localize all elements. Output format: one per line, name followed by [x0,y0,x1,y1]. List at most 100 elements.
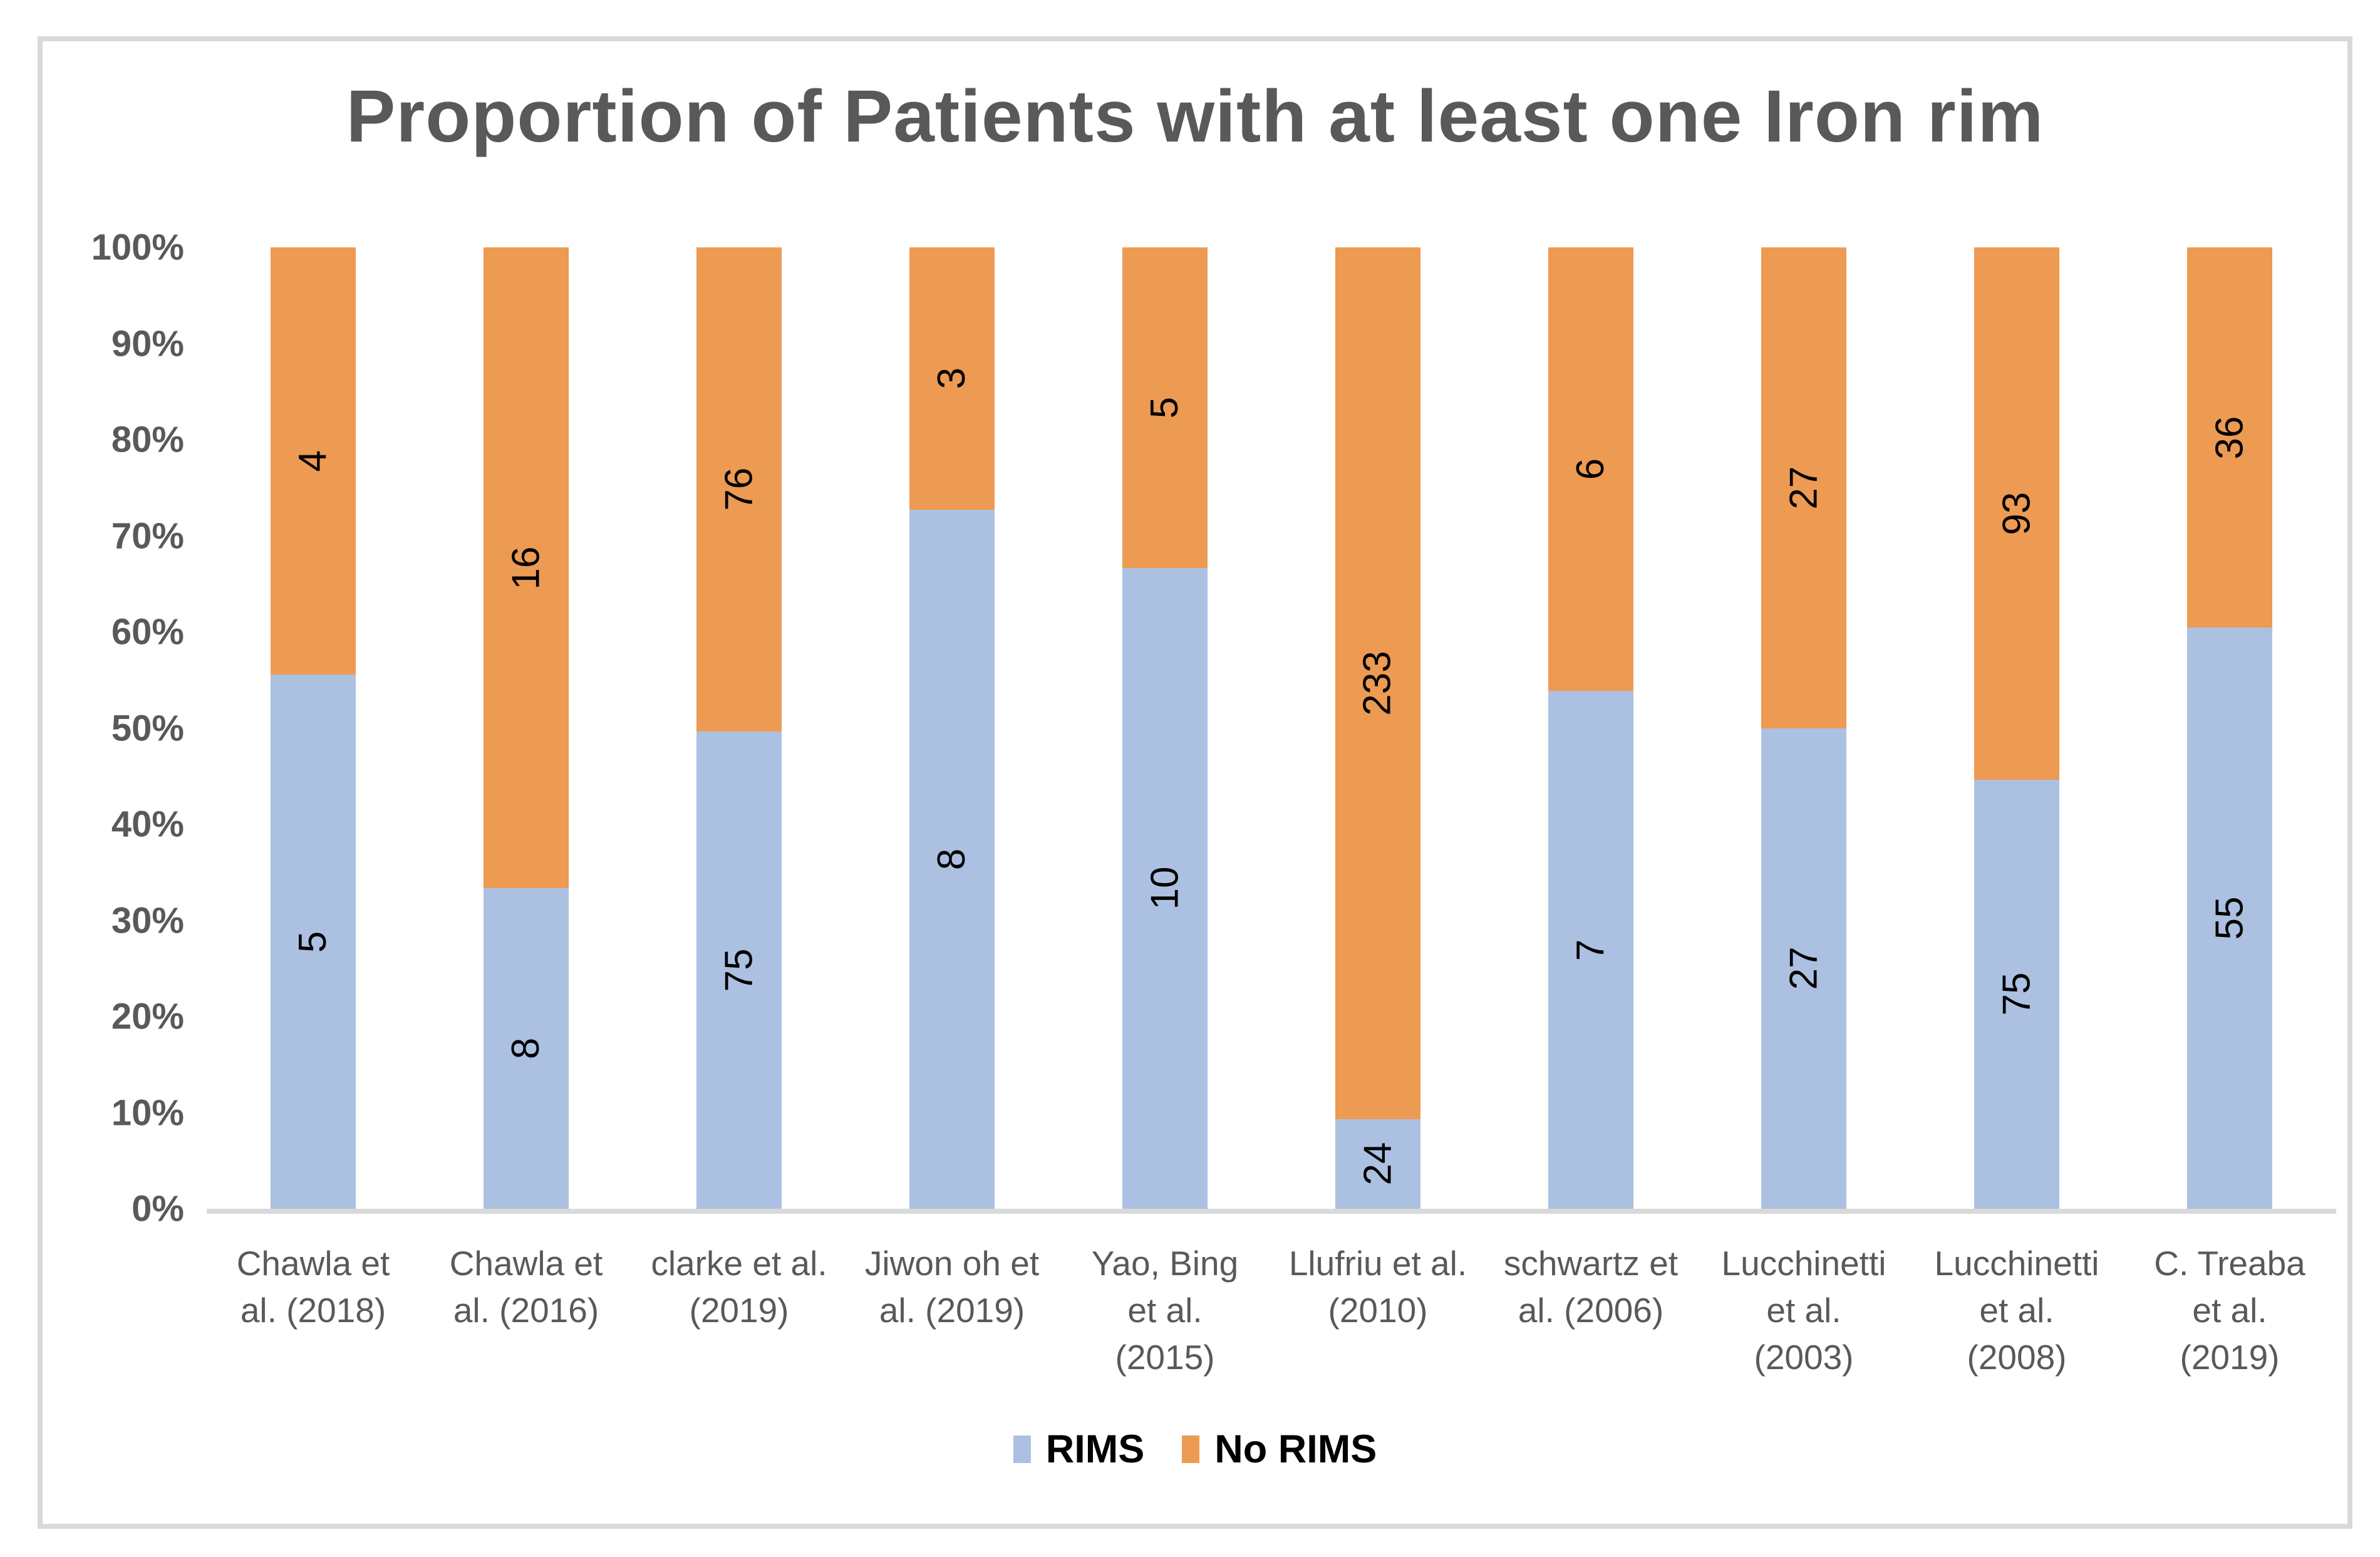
segment-value-label: 5 [1142,396,1186,419]
x-axis-label: Yao, Bing et al. (2015) [1058,1240,1271,1380]
x-axis: Chawla et al. (2018) Chawla et al. (2016)… [207,1240,2336,1380]
no-rims-segment: 6 [1548,247,1633,691]
segment-value-label: 8 [504,1037,547,1060]
legend-label: No RIMS [1214,1427,1377,1471]
segment-value-label: 5 [291,931,334,953]
y-tick-label: 30% [111,900,184,941]
y-tick-label: 90% [111,323,184,364]
stacked-bar: 75 76 [696,247,782,1209]
x-axis-label: Lucchinetti et al. (2003) [1697,1240,1910,1380]
x-axis-label-text: Llufriu et al. (2010) [1288,1244,1467,1330]
no-rims-segment: 27 [1761,247,1846,728]
segment-value-label: 36 [2208,416,2251,460]
x-axis-label: Chawla et al. (2018) [207,1240,420,1380]
y-tick-label: 0% [132,1188,184,1229]
x-axis-label: schwartz et al. (2006) [1484,1240,1697,1380]
no-rims-segment: 76 [696,247,782,732]
legend-marker-rims [1013,1435,1031,1463]
segment-value-label: 24 [1356,1142,1399,1186]
stacked-bar: 10 5 [1122,247,1208,1209]
x-axis-label-text: Yao, Bing et al. (2015) [1091,1244,1239,1377]
segment-value-label: 93 [1995,492,2038,535]
category-slot: 75 93 [1910,247,2123,1209]
category-slot: 24 233 [1271,247,1484,1209]
x-axis-label: C. Treaba et al. (2019) [2123,1240,2336,1380]
y-tick-label: 40% [111,804,184,845]
category-slot: 55 36 [2123,247,2336,1209]
chart-title: Proportion of Patients with at least one… [346,75,2044,158]
rims-segment: 8 [909,509,995,1209]
rims-segment: 7 [1548,691,1633,1209]
x-axis-label: Lucchinetti et al. (2008) [1910,1240,2123,1380]
segment-value-label: 16 [504,546,547,590]
y-tick-label: 20% [111,996,184,1037]
no-rims-segment: 36 [2187,247,2272,628]
category-slot: 27 27 [1697,247,1910,1209]
x-axis-label-text: Chawla et al. (2018) [236,1244,390,1330]
stacked-bar: 24 233 [1335,247,1420,1209]
x-axis-label-text: Lucchinetti et al. (2008) [1934,1244,2099,1377]
segment-value-label: 75 [1995,972,2038,1016]
y-tick-label: 80% [111,419,184,460]
x-axis-label-text: C. Treaba et al. (2019) [2154,1244,2305,1377]
rims-segment: 75 [696,731,782,1209]
segment-value-label: 75 [717,948,760,992]
x-axis-label-text: clarke et al. (2019) [651,1244,827,1330]
x-axis-label: clarke et al. (2019) [633,1240,846,1380]
no-rims-segment: 16 [484,247,569,889]
y-axis: 100% 90% 80% 70% 60% 50% 40% 30% 20% 10% 0% [43,227,207,1229]
y-tick-label: 50% [111,708,184,748]
legend-label: RIMS [1045,1427,1145,1471]
segment-value-label: 7 [1568,939,1612,961]
segment-value-label: 55 [2208,896,2251,940]
segment-value-label: 4 [291,450,334,472]
rims-segment: 8 [484,888,569,1209]
no-rims-segment: 5 [1122,247,1208,568]
rims-segment: 55 [2187,628,2272,1209]
x-axis-label: Chawla et al. (2016) [420,1240,633,1380]
y-tick-label: 100% [91,227,184,268]
rims-segment: 24 [1335,1119,1420,1209]
rims-segment: 75 [1974,779,2059,1209]
category-slot: 8 16 [420,247,633,1209]
plot-area: 5 4 8 16 75 76 8 3 10 5 24 233 7 6 27 27 75 93 55 36 [207,247,2336,1214]
legend-marker-no-rims [1182,1435,1200,1463]
segment-value-label: 10 [1143,866,1186,910]
category-slot: 10 5 [1058,247,1271,1209]
rims-segment: 10 [1122,567,1208,1209]
segment-value-label: 6 [1568,458,1612,480]
rims-segment: 5 [271,675,356,1209]
x-axis-label: Llufriu et al. (2010) [1271,1240,1484,1380]
legend-item-rims: RIMS [1013,1427,1145,1472]
segment-value-label: 3 [929,368,973,390]
segment-value-label: 27 [1782,466,1825,510]
no-rims-segment: 4 [271,247,356,675]
stacked-bar: 8 16 [484,247,569,1209]
no-rims-segment: 233 [1335,247,1420,1119]
no-rims-segment: 93 [1974,247,2059,780]
segment-value-label: 27 [1782,946,1825,990]
rims-segment: 27 [1761,728,1846,1209]
y-tick-label: 10% [111,1092,184,1133]
segment-value-label: 233 [1355,651,1399,716]
stacked-bar: 27 27 [1761,247,1846,1209]
x-axis-label-text: Chawla et al. (2016) [449,1244,603,1330]
no-rims-segment: 3 [909,247,995,510]
x-axis-label-text: Jiwon oh et al. (2019) [864,1244,1040,1330]
legend-item-no-rims: No RIMS [1182,1427,1377,1472]
chart-frame: Proportion of Patients with at least one… [38,36,2352,1529]
y-tick-label: 60% [111,611,184,653]
legend: RIMS No RIMS [43,1427,2347,1472]
segment-value-label: 76 [717,467,760,511]
category-slot: 75 76 [633,247,846,1209]
x-axis-label-text: Lucchinetti et al. (2003) [1721,1244,1886,1377]
stacked-bar: 75 93 [1974,247,2059,1209]
x-axis-label: Jiwon oh et al. (2019) [846,1240,1058,1380]
x-axis-label-text: schwartz et al. (2006) [1503,1244,1679,1330]
